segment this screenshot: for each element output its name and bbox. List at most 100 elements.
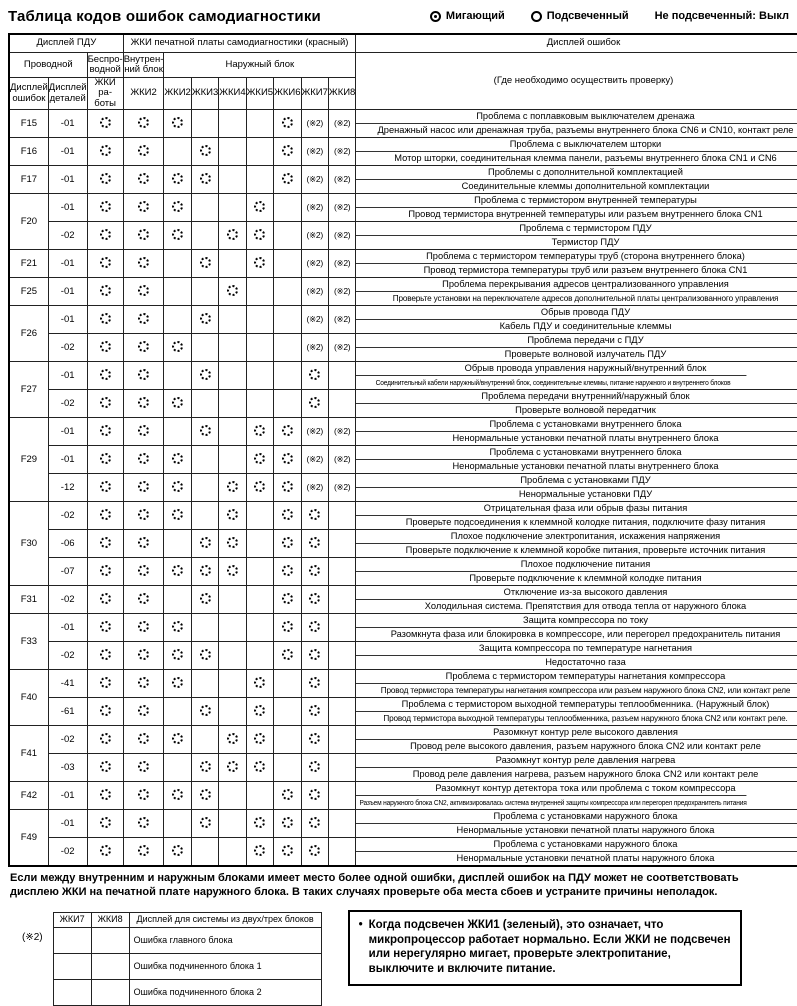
note2-led7-header: ЖКИ7 bbox=[52, 911, 92, 928]
led-cell bbox=[327, 669, 357, 699]
flashing-led-icon bbox=[309, 788, 321, 800]
description-cell: Проблема передачи внутренний/наружный бл… bbox=[355, 389, 797, 419]
header-remote-display: Дисплей ПДУ bbox=[8, 33, 124, 53]
led-cell bbox=[190, 277, 220, 307]
table-row: -61 Проблема с термистором выходной темпе… bbox=[9, 697, 797, 727]
flashing-led-icon bbox=[138, 592, 150, 604]
flashing-led-icon bbox=[99, 368, 111, 380]
flashing-led-icon bbox=[138, 200, 150, 212]
table-row: -01 (※2) (※2) Проблема с установками внутре… bbox=[9, 445, 797, 475]
led-cell bbox=[190, 837, 220, 867]
problem-text: Проблема с установками ПДУ bbox=[520, 475, 651, 486]
check-text: Провод термистора температуры нагнетания… bbox=[356, 683, 797, 697]
header-led-7: ЖКИ7 bbox=[300, 76, 329, 111]
flashing-led-icon bbox=[99, 424, 111, 436]
header-run-lcd: ЖКИ ра- боты bbox=[86, 76, 124, 111]
detail-code-cell: -01 bbox=[47, 781, 88, 811]
check-text: Холодильная система. Препятствия для отв… bbox=[356, 599, 797, 613]
flashing-led-icon bbox=[309, 536, 321, 548]
check-text: Провод термистора выходной температуры т… bbox=[356, 711, 797, 725]
header-led-4: ЖКИ4 bbox=[218, 76, 247, 111]
led-cell bbox=[273, 501, 302, 531]
problem-text: Обрыв провода управления наружный/внутре… bbox=[464, 363, 707, 374]
led-cell bbox=[163, 473, 192, 503]
problem-text: Проблемы с дополнительной комплектацией bbox=[488, 167, 683, 178]
led-cell bbox=[327, 781, 357, 811]
check-text: Термистор ПДУ bbox=[356, 235, 797, 249]
led-cell bbox=[273, 417, 302, 447]
flashing-led-icon bbox=[254, 704, 266, 716]
flashing-led-icon bbox=[138, 480, 150, 492]
led-cell bbox=[245, 781, 275, 811]
led-cell bbox=[163, 613, 192, 643]
table-row: F17 -01 (※2) (※2) Проблемы с дополнительной … bbox=[8, 165, 797, 195]
note2-row: Ошибка главного блока bbox=[52, 926, 322, 954]
flashing-led-icon bbox=[254, 452, 266, 464]
note2-led-cell bbox=[90, 952, 130, 980]
flashing-led-icon bbox=[99, 144, 111, 156]
led-cell bbox=[163, 781, 192, 811]
detail-code-cell: -06 bbox=[47, 529, 88, 559]
flashing-led-icon bbox=[99, 172, 111, 184]
problem-text: Проблема с выключателем шторки bbox=[509, 139, 662, 150]
led-cell bbox=[190, 109, 220, 139]
check-text: Мотор шторки, соединительная клемма пане… bbox=[356, 151, 797, 165]
led-cell bbox=[122, 529, 165, 559]
header-led-3: ЖКИ3 bbox=[190, 76, 220, 111]
led-cell bbox=[122, 697, 165, 727]
problem-text: Плохое подключение питания bbox=[520, 559, 651, 570]
note2-ref-cell: (※2) bbox=[327, 445, 357, 475]
led-cell bbox=[163, 417, 192, 447]
led-cell bbox=[273, 809, 302, 839]
legend-lit: Подсвеченный bbox=[530, 10, 629, 22]
description-cell: Отключение из-за высокого давления Холоди… bbox=[355, 585, 797, 615]
led-cell bbox=[218, 585, 247, 615]
led-cell bbox=[245, 837, 275, 867]
led-cell bbox=[163, 557, 192, 587]
note2-ref-cell: (※2) bbox=[300, 445, 329, 475]
flashing-led-icon bbox=[138, 228, 150, 240]
led-cell bbox=[86, 221, 124, 251]
detail-code-cell: -02 bbox=[47, 389, 88, 419]
header-led-8: ЖКИ8 bbox=[327, 76, 357, 111]
led-cell bbox=[122, 137, 165, 167]
note2-ref-cell: (※2) bbox=[327, 221, 357, 251]
check-text: Кабель ПДУ и соединительные клеммы bbox=[356, 319, 797, 333]
led-cell bbox=[273, 641, 302, 671]
flashing-led-icon bbox=[309, 760, 321, 772]
led-cell bbox=[300, 613, 329, 643]
led-cell bbox=[300, 501, 329, 531]
led-cell bbox=[122, 473, 165, 503]
header-row-2: Проводной Беспро- водной Внутрен- ний бл… bbox=[8, 51, 797, 111]
check-text: Ненормальные установки ПДУ bbox=[356, 487, 797, 501]
led-cell bbox=[122, 193, 165, 223]
led-cell bbox=[273, 669, 302, 699]
table-row: F41 -02 Разомкнут контур реле высокого дав… bbox=[8, 725, 797, 783]
flashing-led-icon bbox=[99, 340, 111, 352]
note2-display-header: Дисплей для системы из двух/трех блоков bbox=[128, 911, 322, 928]
led-cell bbox=[163, 249, 192, 279]
error-code-table: Дисплей ПДУ ЖКИ печатной платы самодиагн… bbox=[8, 33, 797, 868]
flashing-led-icon bbox=[138, 144, 150, 156]
check-text: Провод реле высокого давления, разъем на… bbox=[356, 739, 797, 753]
note2-ref-cell: (※2) bbox=[327, 249, 357, 279]
led-cell bbox=[86, 333, 124, 363]
led-cell bbox=[273, 781, 302, 811]
description-cell: Проблема с выключателем шторки Мотор штор… bbox=[355, 137, 797, 167]
description-cell: Разомкнут контур реле давления нагрева Пр… bbox=[355, 753, 797, 783]
led-cell bbox=[163, 221, 192, 251]
led-cell bbox=[327, 613, 357, 643]
led-cell bbox=[86, 809, 124, 839]
led-cell bbox=[86, 445, 124, 475]
led-cell bbox=[218, 725, 247, 755]
led-cell bbox=[273, 249, 302, 279]
flashing-led-icon bbox=[172, 508, 184, 520]
flashing-led-icon bbox=[199, 816, 211, 828]
error-code-cell: F26 bbox=[8, 305, 49, 363]
led-cell bbox=[86, 109, 124, 139]
led-cell bbox=[190, 249, 220, 279]
header-error-code: Дисплей ошибок bbox=[8, 76, 49, 111]
led-cell bbox=[163, 697, 192, 727]
led-cell bbox=[190, 809, 220, 839]
detail-code-cell: -01 bbox=[47, 613, 88, 643]
